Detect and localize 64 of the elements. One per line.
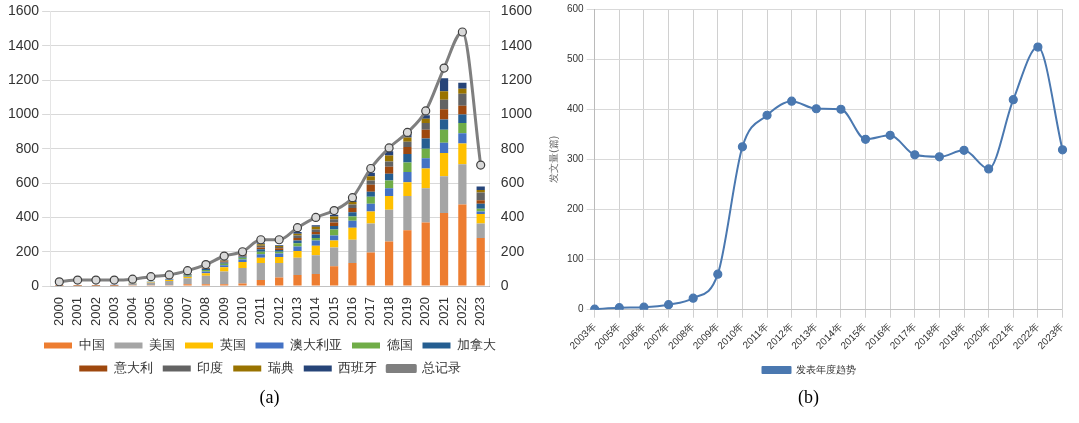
x-tick-label: 2008 [196, 297, 212, 326]
legend-label: 中国 [78, 337, 104, 353]
y-tick-label: 200 [15, 242, 39, 259]
y-tick-label: 1000 [7, 105, 39, 122]
y-tick-label: 1400 [7, 36, 39, 53]
y2-tick-label: 1000 [500, 105, 532, 122]
y2-tick-label: 400 [500, 208, 524, 225]
legend-label: 西班牙 [337, 360, 377, 376]
y-tick-label: 600 [566, 2, 584, 14]
y2-tick-label: 0 [500, 276, 509, 293]
y-tick-label: 400 [566, 102, 584, 114]
legend-label: 印度 [196, 360, 223, 376]
x-tick-label: 2016 [343, 297, 359, 326]
y-tick-label: 400 [15, 208, 39, 225]
x-tick-label: 2022 [453, 297, 469, 326]
x-tick-label: 2013 [288, 297, 304, 326]
x-tick-label: 2010 [233, 297, 249, 326]
legend-label: 德国 [386, 337, 412, 353]
legend-label: 加拿大 [456, 337, 496, 353]
x-tick-label: 2021 [435, 297, 451, 326]
x-tick-label: 2012 [270, 297, 286, 326]
x-tick-label: 2015 [325, 297, 341, 326]
y-tick-label: 1600 [7, 2, 39, 19]
y-tick-label: 200 [566, 203, 584, 215]
x-tick-label: 2014 [306, 297, 322, 326]
y2-tick-label: 800 [500, 139, 524, 156]
text: (a) [259, 387, 280, 408]
x-tick-label: 2001 [68, 297, 84, 326]
text: (b) [798, 387, 819, 408]
x-tick-label: 2011 [251, 297, 267, 326]
x-tick-label: 2023 [471, 297, 487, 326]
x-tick-label: 2002 [87, 297, 103, 326]
legend-label: 意大利 [112, 360, 153, 376]
y2-tick-label: 600 [500, 173, 524, 190]
x-tick-label: 2004 [123, 297, 139, 326]
legend-label: 美国 [148, 337, 175, 353]
x-tick-label: 2019 [398, 297, 414, 326]
y-tick-label: 500 [566, 52, 584, 64]
y-tick-label: 100 [566, 253, 584, 265]
y-tick-label: 300 [566, 153, 584, 165]
y-tick-label: 600 [15, 173, 39, 190]
x-tick-label: 2020 [416, 297, 432, 326]
legend-label: 瑞典 [267, 360, 294, 376]
x-tick-label: 2000 [50, 297, 66, 326]
x-tick-label: 2006 [160, 297, 176, 326]
legend-label: 澳大利亚 [289, 337, 342, 353]
y-axis-title: 发文量(篇) [547, 136, 559, 183]
x-tick-label: 2003 [105, 297, 121, 326]
y-tick-label: 1200 [7, 70, 39, 87]
legend-label: 发表年度趋势 [795, 363, 855, 375]
y2-tick-label: 200 [500, 242, 524, 259]
legend-label: 总记录 [420, 360, 461, 376]
x-tick-label: 2009 [215, 297, 231, 326]
y-tick-label: 0 [30, 276, 39, 293]
y2-tick-label: 1400 [500, 36, 532, 53]
x-tick-label: 2018 [380, 297, 396, 326]
y-tick-label: 800 [15, 139, 39, 156]
x-tick-label: 2005 [141, 297, 157, 326]
y-tick-label: 0 [577, 303, 584, 315]
legend-label: 英国 [219, 337, 245, 353]
y2-tick-label: 1600 [500, 2, 532, 19]
x-tick-label: 2007 [178, 297, 194, 326]
x-tick-label: 2017 [361, 297, 377, 326]
y2-tick-label: 1200 [500, 70, 532, 87]
